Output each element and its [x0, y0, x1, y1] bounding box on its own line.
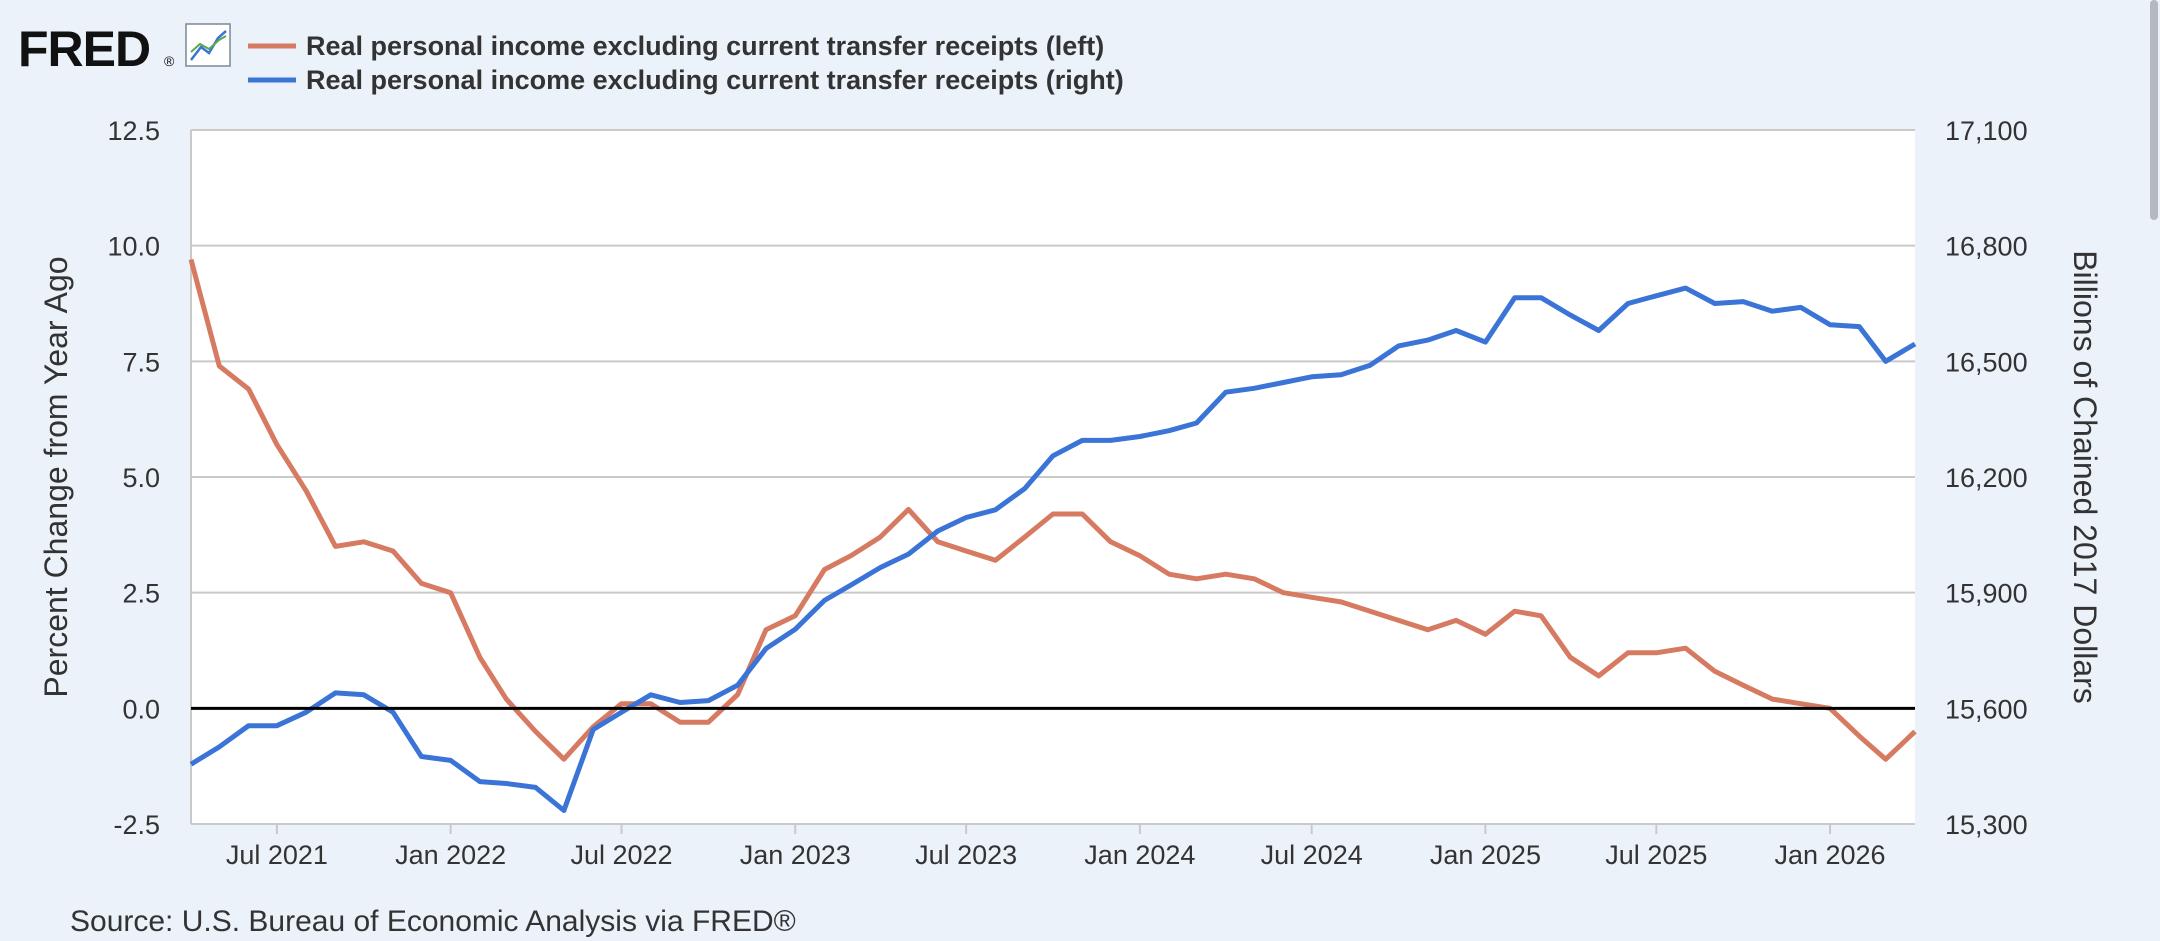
left-tick-label: 0.0: [122, 694, 160, 724]
x-tick-label: Jan 2026: [1774, 840, 1885, 870]
left-tick-label: 7.5: [122, 347, 160, 377]
x-tick-label: Jul 2023: [915, 840, 1017, 870]
registered-mark: ®: [164, 53, 175, 69]
left-axis-title: Percent Change from Year Ago: [38, 256, 74, 697]
left-tick-label: 12.5: [107, 116, 160, 146]
series-lines: [188, 258, 1917, 813]
page-scrollbar[interactable]: [2150, 0, 2158, 220]
fred-logo[interactable]: FRED ®: [18, 21, 175, 77]
x-tick-label: Jul 2025: [1605, 840, 1707, 870]
left-tick-label: 5.0: [122, 463, 160, 493]
fred-logo-text: FRED: [18, 21, 150, 77]
line-chart-icon[interactable]: [185, 23, 231, 67]
x-tick-label: Jul 2024: [1261, 840, 1363, 870]
legend: Real personal income excluding current t…: [248, 31, 1124, 95]
x-tick-label: Jan 2024: [1084, 840, 1195, 870]
x-tick-label: Jul 2021: [226, 840, 328, 870]
right-tick-label: 15,600: [1945, 694, 2028, 724]
left-axis-ticks: 12.5 10.0 7.5 5.0 2.5 0.0 -2.5: [107, 116, 160, 840]
legend-label-right: Real personal income excluding current t…: [306, 65, 1124, 95]
legend-label-left: Real personal income excluding current t…: [306, 31, 1104, 61]
right-tick-label: 16,200: [1945, 463, 2028, 493]
x-tick-label: Jan 2022: [395, 840, 506, 870]
right-tick-label: 16,500: [1945, 347, 2028, 377]
right-tick-label: 15,300: [1945, 810, 2028, 840]
source-note: Source: U.S. Bureau of Economic Analysis…: [70, 905, 796, 938]
right-axis-title: Billions of Chained 2017 Dollars: [2067, 250, 2103, 704]
x-tick-label: Jan 2025: [1430, 840, 1541, 870]
right-tick-label: 15,900: [1945, 579, 2028, 609]
x-axis-ticks: Jul 2021 Jan 2022 Jul 2022 Jan 2023 Jul 2023…: [226, 824, 1886, 870]
right-tick-label: 16,800: [1945, 232, 2028, 262]
series-line-left: [188, 258, 1917, 762]
series-line-right: [189, 285, 1917, 813]
right-axis-ticks: 17,100 16,800 16,500 16,200 15,900 15,600 15,3…: [1945, 116, 2028, 840]
x-tick-label: Jul 2022: [570, 840, 672, 870]
left-tick-label: 2.5: [122, 579, 160, 609]
right-tick-label: 17,100: [1945, 116, 2028, 146]
left-tick-label: -2.5: [113, 810, 160, 840]
left-tick-label: 10.0: [107, 232, 160, 262]
x-tick-label: Jan 2023: [740, 840, 851, 870]
